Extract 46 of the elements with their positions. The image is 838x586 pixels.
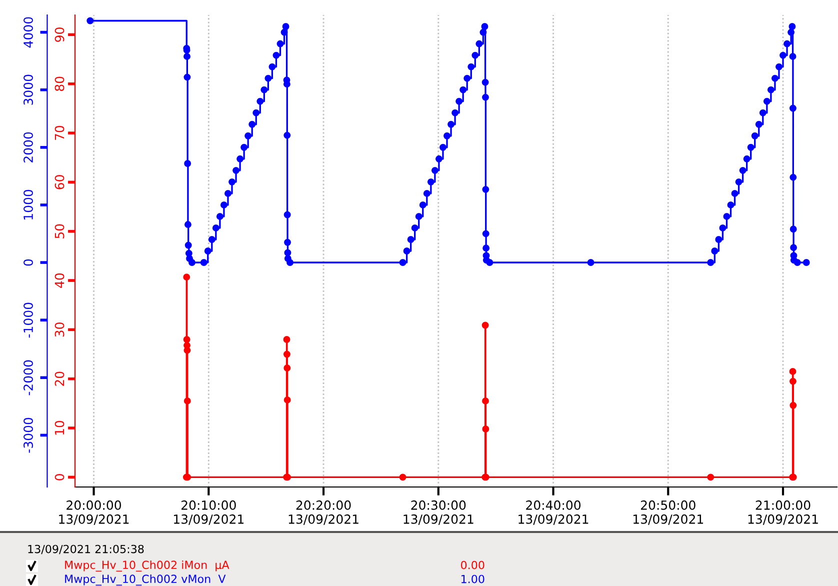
y-tick-label: 4000 [24, 17, 33, 48]
y-tick-label: -2000 [24, 360, 33, 396]
point [284, 396, 291, 404]
x-tick-label: 20:20:00 13/09/2021 [288, 500, 358, 525]
x-tick-label: 20:00:00 13/09/2021 [59, 500, 129, 525]
y2-tick-label: 80 [54, 76, 64, 91]
text: 0.00 [460, 560, 484, 570]
y2-tick-label: 40 [54, 273, 64, 288]
y-tick-label: 2000 [24, 132, 33, 162]
y2-tick-label: 60 [54, 175, 64, 190]
y-tick-label: 3000 [24, 74, 33, 105]
point [283, 350, 290, 358]
y2-tick-label: 0 [54, 474, 64, 480]
point [283, 336, 290, 343]
point [183, 336, 190, 343]
point [482, 322, 489, 329]
y2-tick-label: 70 [54, 126, 64, 140]
y-tick-label: 1000 [24, 190, 33, 220]
point [183, 274, 190, 281]
x-tick-label: 20:10:00 13/09/2021 [174, 500, 244, 525]
text: 13/09/2021 21:05:38 [28, 544, 144, 554]
point [789, 378, 796, 385]
x-tick-label: 20:40:00 13/09/2021 [518, 500, 588, 525]
point [284, 364, 291, 372]
y2-tick-label: 20 [54, 372, 64, 386]
point [707, 474, 714, 481]
text: Mwpc_Hv_10_Ch002 vMon V [65, 574, 226, 586]
y-tick-label: 0 [24, 259, 33, 266]
x-tick-label: 20:30:00 13/09/2021 [404, 500, 474, 525]
x-tick-label: 21:00:00 13/09/2021 [748, 500, 818, 525]
y-tick-label: -1000 [24, 302, 33, 338]
point [482, 426, 490, 432]
x-tick-label: 20:50:00 13/09/2021 [633, 500, 704, 525]
point [790, 402, 797, 409]
text: Mwpc_Hv_10_Ch002 iMon µA [65, 560, 230, 572]
point [789, 368, 796, 375]
point [184, 397, 191, 404]
point [482, 397, 489, 404]
y2-tick-label: 90 [54, 28, 64, 42]
y2-tick-label: 50 [54, 224, 64, 238]
y2-tick-label: 10 [54, 420, 64, 435]
text: 1.00 [461, 574, 484, 584]
point [184, 346, 191, 354]
y-tick-label: -3000 [24, 418, 33, 453]
y2-tick-label: 30 [54, 322, 64, 337]
point [399, 474, 406, 481]
